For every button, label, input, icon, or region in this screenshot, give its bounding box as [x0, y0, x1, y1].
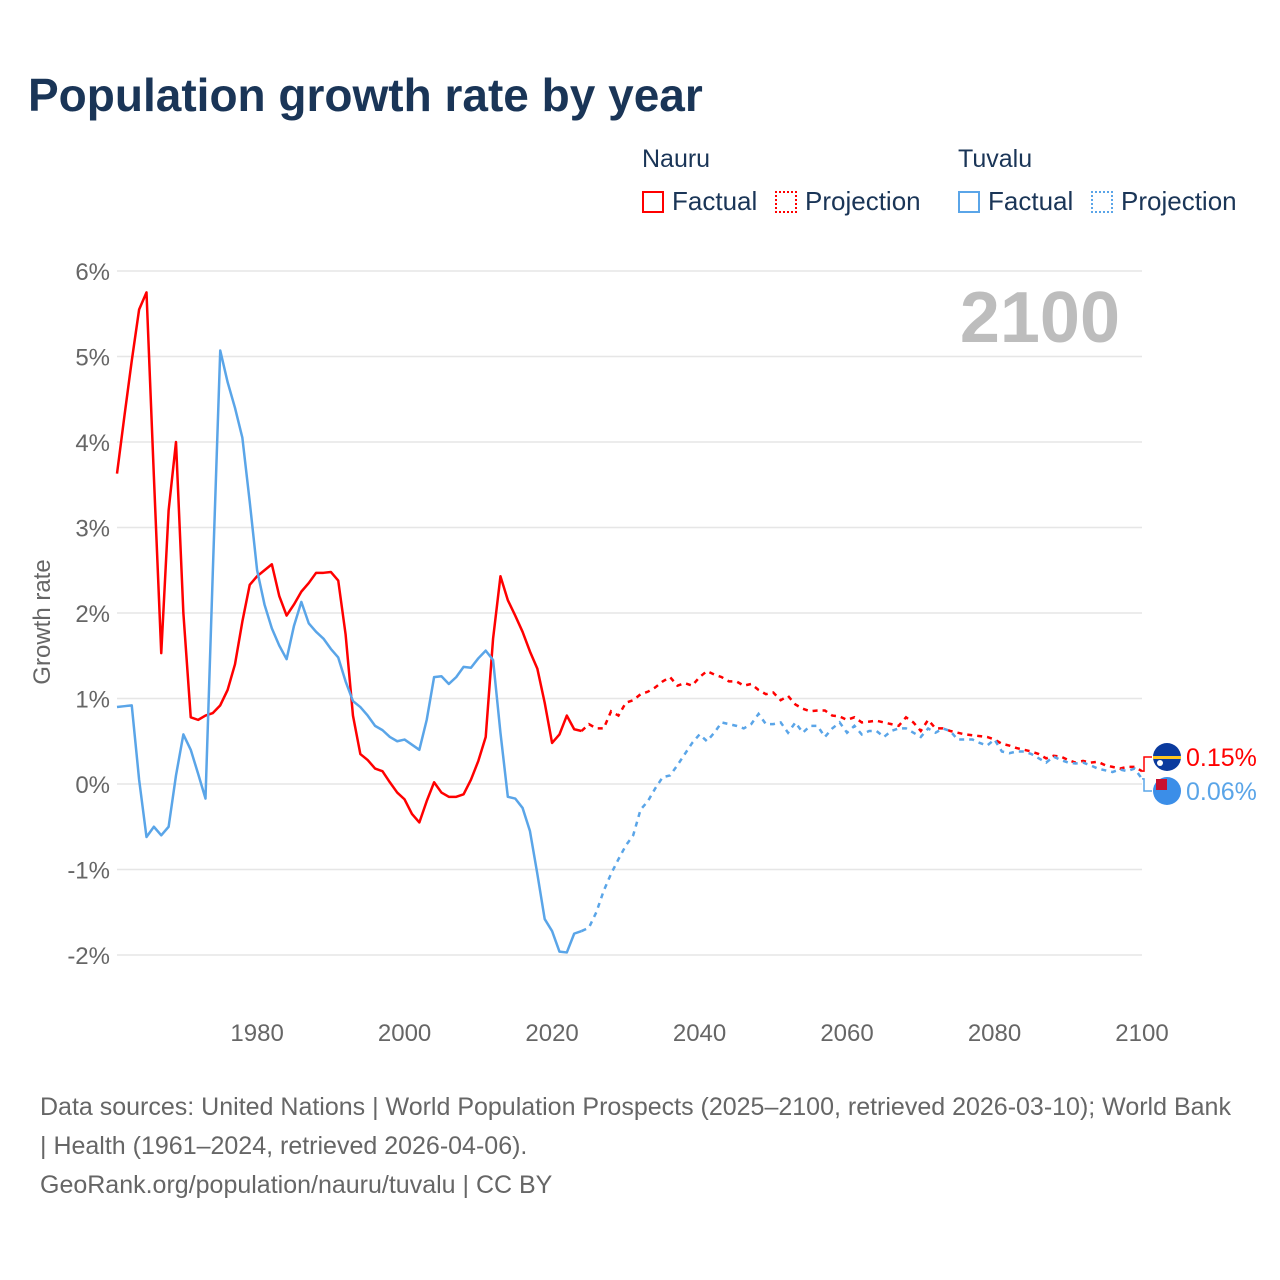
legend-swatch-dotted — [1091, 190, 1113, 213]
legend-label: Projection — [805, 186, 921, 216]
legend-tuvalu-projection[interactable]: Projection — [1091, 186, 1237, 217]
nauru-factual-line — [115, 291, 582, 824]
y-tick-label: 3% — [75, 516, 110, 543]
legend-swatch-dotted — [775, 190, 797, 213]
y-tick-label: -2% — [67, 943, 110, 970]
legend-nauru-projection[interactable]: Projection — [775, 186, 921, 217]
x-tick-label: 2100 — [1115, 1020, 1168, 1047]
legend-label: Factual — [672, 186, 758, 216]
legend-swatch-solid — [958, 190, 980, 213]
attribution-link[interactable]: GeoRank.org/population/nauru/tuvalu | CC… — [40, 1171, 553, 1199]
connector-line — [1142, 756, 1152, 772]
y-tick-label: 0% — [75, 772, 110, 799]
y-tick-label: 6% — [75, 259, 110, 286]
tuvalu-end-label: 0.06% — [1186, 778, 1257, 806]
y-tick-label: 5% — [75, 345, 110, 372]
nauru-end-label: 0.15% — [1186, 744, 1257, 772]
legend-nauru-factual[interactable]: Factual — [642, 186, 757, 217]
legend-nauru-heading: Nauru — [642, 145, 711, 173]
legend-tuvalu-factual[interactable]: Factual — [958, 186, 1073, 217]
legend-label: Projection — [1121, 186, 1237, 216]
tuvalu-projection-line — [581, 711, 1144, 933]
x-tick-label: 2000 — [378, 1020, 431, 1047]
chart-title: Population growth rate by year — [28, 69, 703, 121]
legend-swatch-solid — [642, 190, 664, 213]
tuvalu-factual-line — [116, 349, 582, 954]
x-tick-label: 1980 — [230, 1020, 283, 1047]
legend-tuvalu-heading: Tuvalu — [958, 145, 1033, 173]
flag-stripe — [1153, 756, 1181, 759]
y-tick-label: 1% — [75, 687, 110, 714]
x-tick-label: 2060 — [820, 1020, 873, 1047]
x-tick-label: 2020 — [525, 1020, 578, 1047]
x-tick-label: 2040 — [673, 1020, 726, 1047]
connector-line — [1142, 778, 1152, 792]
flag-union-jack — [1156, 779, 1167, 790]
y-tick-label: 2% — [75, 601, 110, 628]
y-axis-label: Growth rate — [29, 559, 56, 684]
x-tick-label: 2080 — [968, 1020, 1021, 1047]
nauru-projection-line — [580, 669, 1143, 773]
legend-label: Factual — [988, 186, 1074, 216]
y-tick-label: -1% — [67, 858, 110, 885]
y-tick-label: 4% — [75, 430, 110, 457]
year-label: 2100 — [960, 278, 1120, 358]
footer: Data sources: United Nations | World Pop… — [40, 1088, 1240, 1205]
line-chart: -2% -1% 0% 1% 2% 3% 4% 5% 6% 1980 2000 2020 2040 2060… — [29, 259, 1257, 1047]
data-sources: Data sources: United Nations | World Pop… — [40, 1093, 1231, 1160]
flag-star — [1157, 760, 1163, 766]
